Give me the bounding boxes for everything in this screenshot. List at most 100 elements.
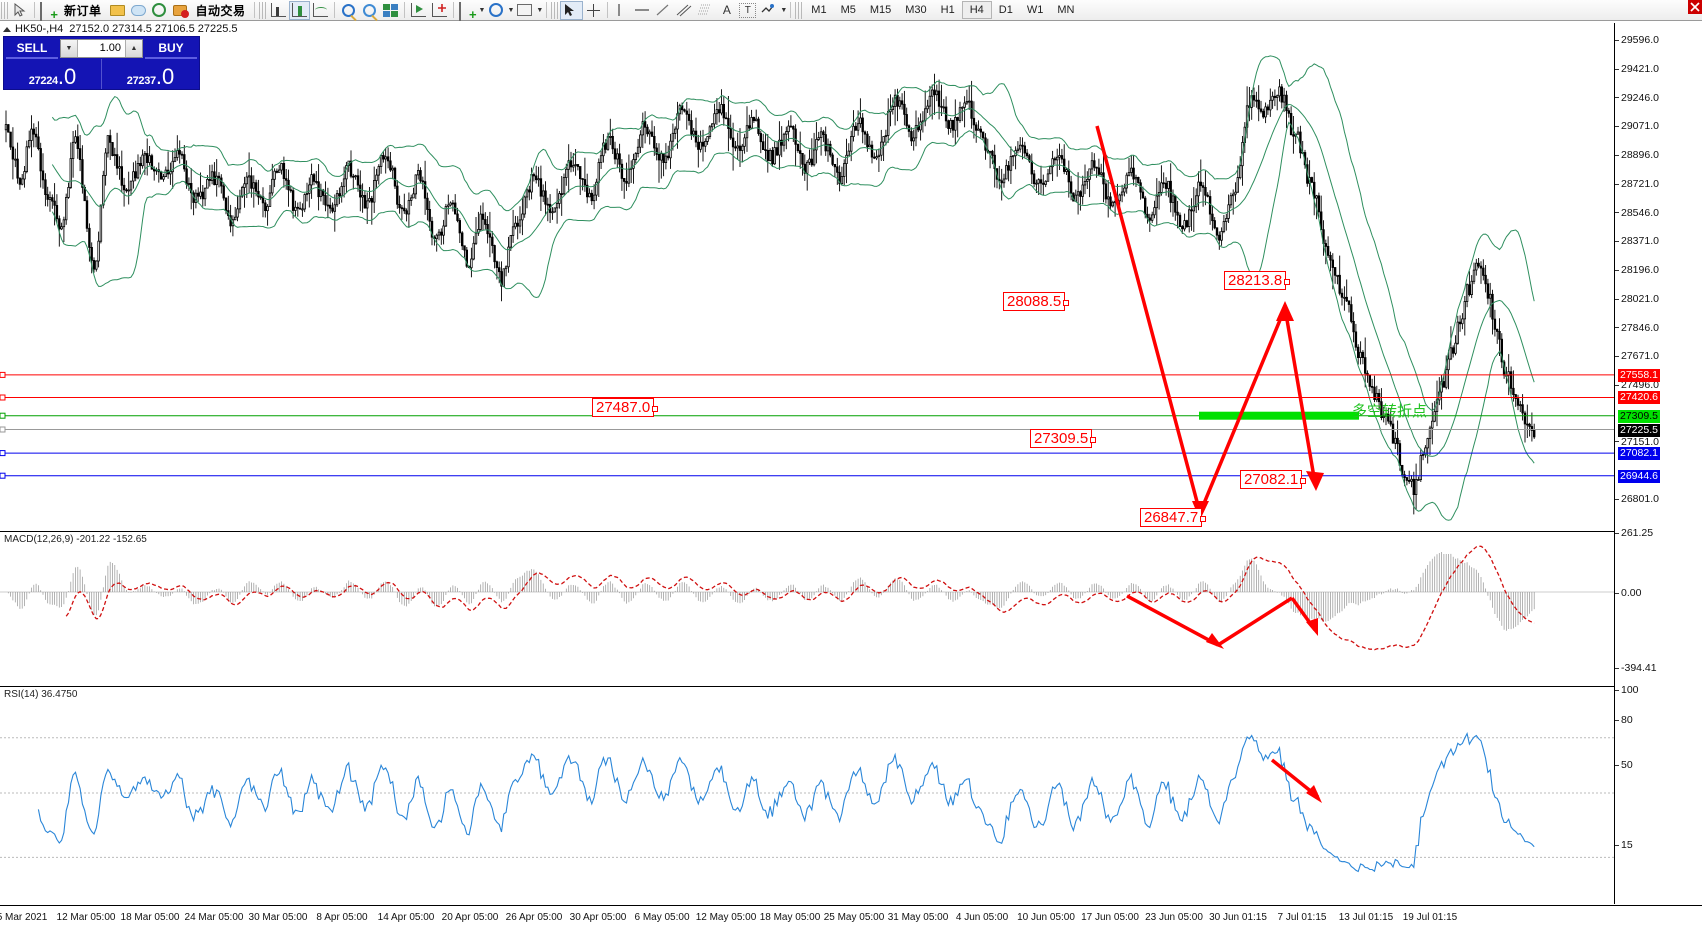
cursor-tool[interactable] — [560, 0, 584, 20]
line-chart-icon — [312, 3, 328, 17]
timeframe-h1[interactable]: H1 — [940, 4, 955, 16]
objects-icon — [760, 3, 777, 18]
cloud-button[interactable] — [128, 1, 149, 20]
cursor-arrow-button[interactable] — [10, 1, 31, 20]
price-axis-level-black[interactable]: 27225.5 — [1618, 423, 1660, 437]
chart-header: HK50-,H4 27152.0 27314.5 27106.5 27225.5 — [0, 23, 238, 35]
indicators-chevron-down-icon[interactable]: ▼ — [478, 6, 486, 14]
new-order-label[interactable]: 新订单 — [64, 3, 102, 18]
equidistant-channel-tool[interactable] — [674, 1, 695, 20]
templates-chevron-down-icon[interactable]: ▼ — [536, 6, 544, 14]
line-chart-button[interactable] — [310, 1, 331, 20]
price-chart-pane[interactable] — [0, 23, 1614, 528]
time-axis-label: 20 Apr 05:00 — [441, 912, 499, 923]
price-axis[interactable]: 29596.0 29421.0 29246.0 29071.0 28896.0 28721… — [1614, 23, 1702, 904]
horizontal-line-tool[interactable] — [632, 1, 653, 20]
chart-ohlc-label: 27152.0 27314.5 27106.5 27225.5 — [69, 23, 238, 35]
periods-button[interactable] — [485, 1, 506, 20]
sell-price[interactable]: 27224 .0 — [4, 59, 101, 89]
timeframe-m5[interactable]: M5 — [840, 4, 856, 16]
volume-chevron-up-icon[interactable]: ▲ — [125, 40, 142, 57]
timeframe-m30[interactable]: M30 — [905, 4, 927, 16]
folder-button[interactable] — [107, 1, 128, 20]
toolbar-grip-3[interactable] — [551, 1, 559, 19]
trendline-icon — [655, 3, 672, 18]
time-axis-label: 19 Jul 01:15 — [1402, 912, 1458, 923]
price-axis-tick: 27496.0 — [1615, 379, 1659, 391]
annotation-27082[interactable]: 27082.1 — [1240, 470, 1307, 489]
toolbar-grip-1[interactable] — [1, 1, 8, 19]
price-axis-level-red[interactable]: 27420.6 — [1618, 391, 1660, 405]
timeframe-d1[interactable]: D1 — [998, 4, 1013, 16]
autotrading-label[interactable]: 自动交易 — [195, 3, 246, 18]
one-click-trading-panel: SELL ▼ 1.00 ▲ BUY 27224 .0 27237 .0 — [3, 36, 200, 90]
price-axis-level-red[interactable]: 27558.1 — [1618, 368, 1660, 382]
price-axis-level-green[interactable]: 27309.5 — [1618, 409, 1660, 423]
sell-price-int: 27224 — [28, 75, 58, 87]
autotrading-button[interactable] — [170, 1, 191, 20]
periods-chevron-down-icon[interactable]: ▼ — [507, 6, 515, 14]
sell-button[interactable]: SELL — [6, 39, 58, 59]
buy-button[interactable]: BUY — [145, 39, 197, 59]
annotation-27309[interactable]: 27309.5 — [1030, 429, 1097, 448]
macd-axis-tick: -394.41 — [1615, 662, 1657, 674]
annotation-28088[interactable]: 28088.5 — [1003, 292, 1070, 311]
chart-shift-button[interactable] — [429, 1, 450, 20]
tile-windows-button[interactable] — [380, 1, 401, 20]
volume-chevron-down-icon[interactable]: ▼ — [61, 40, 78, 57]
time-axis-label: 7 Jul 01:15 — [1277, 912, 1327, 923]
timeframe-mn[interactable]: MN — [1057, 4, 1075, 16]
price-axis-tick: 26801.0 — [1615, 493, 1659, 505]
fibonacci-tool[interactable] — [695, 1, 716, 20]
vertical-line-tool[interactable] — [611, 1, 632, 20]
time-axis-label: 6 May 05:00 — [634, 912, 690, 923]
candlestick-icon — [291, 3, 307, 17]
time-axis[interactable]: 5 Mar 2021 12 Mar 05:00 18 Mar 05:00 24 Mar… — [0, 905, 1702, 939]
toolbar-grip-4[interactable] — [795, 1, 803, 19]
indicators-button[interactable]: + — [457, 1, 478, 21]
text-tool[interactable]: A — [716, 1, 737, 20]
horizontal-line-icon — [634, 3, 651, 18]
new-order-button[interactable]: + — [38, 1, 59, 21]
time-axis-label: 4 Jun 05:00 — [955, 912, 1009, 923]
timeframe-m15[interactable]: M15 — [869, 4, 892, 16]
signals-button[interactable] — [149, 1, 170, 20]
trendline-tool[interactable] — [653, 1, 674, 20]
macd-pane[interactable] — [0, 531, 1614, 683]
price-axis-level-blue[interactable]: 27082.1 — [1618, 447, 1660, 461]
toolbar-grip-2[interactable] — [258, 1, 266, 19]
crosshair-tool[interactable] — [583, 1, 604, 20]
price-axis-tick: 27151.0 — [1615, 436, 1659, 448]
macd-axis-tick: 0.00 — [1615, 587, 1641, 599]
price-axis-tick: 29421.0 — [1615, 63, 1659, 75]
annotation-26847[interactable]: 26847.7 — [1140, 508, 1207, 527]
zoom-out-button[interactable] — [359, 1, 380, 20]
folder-icon — [109, 4, 125, 16]
objects-tool[interactable] — [758, 1, 779, 20]
sell-price-dec: .0 — [57, 64, 77, 89]
buy-price-dec: .0 — [155, 64, 175, 89]
template-icon — [517, 4, 533, 16]
new-order-icon: + — [40, 1, 58, 21]
volume-stepper[interactable]: ▼ 1.00 ▲ — [60, 39, 143, 58]
bar-chart-button[interactable] — [268, 1, 289, 20]
timeframe-m1[interactable]: M1 — [811, 4, 827, 16]
chart-symbol-label: HK50-,H4 — [15, 23, 64, 35]
price-axis-level-blue[interactable]: 26944.6 — [1618, 469, 1660, 483]
autotrading-icon — [173, 4, 190, 18]
timeframe-w1[interactable]: W1 — [1026, 4, 1044, 16]
close-icon[interactable] — [1688, 0, 1702, 14]
objects-chevron-down-icon[interactable]: ▼ — [780, 6, 788, 14]
label-tool[interactable]: T — [737, 1, 758, 20]
candlestick-chart-button[interactable] — [288, 0, 310, 20]
autoscroll-button[interactable] — [408, 1, 429, 20]
zoom-in-button[interactable] — [338, 1, 359, 20]
timeframe-h4[interactable]: H4 — [961, 1, 992, 19]
annotation-27487[interactable]: 27487.0 — [592, 398, 659, 417]
templates-button[interactable] — [514, 1, 535, 20]
expand-triangle-icon[interactable] — [3, 26, 11, 32]
volume-input[interactable]: 1.00 — [99, 42, 121, 54]
annotation-28213[interactable]: 28213.8 — [1224, 271, 1291, 290]
buy-price[interactable]: 27237 .0 — [101, 59, 199, 89]
rsi-pane[interactable] — [0, 686, 1614, 904]
